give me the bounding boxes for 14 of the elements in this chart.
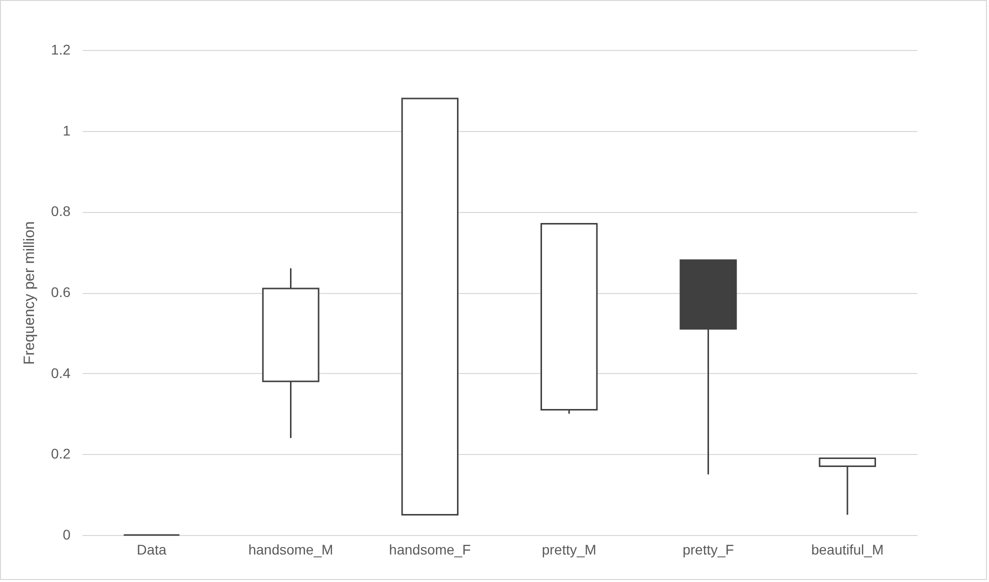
x-tick-label: Data [136,542,167,558]
y-tick-label: 1 [62,122,71,138]
x-tick-label: handsome_M [248,542,334,558]
x-tick-label: pretty_M [542,542,596,558]
y-tick-label: 0.8 [51,203,71,220]
x-tick-label: beautiful_M [811,542,884,558]
y-tick-label: 1.2 [51,42,71,58]
x-tick-label: handsome_F [389,542,471,558]
x-tick-label: pretty_F [682,542,734,558]
y-tick-label: 0.4 [51,364,71,381]
y-tick-label: 0 [62,526,71,542]
y-axis-title: Frequency per million [21,221,38,365]
y-tick-label: 0.2 [51,446,71,462]
y-tick-label: 0.6 [51,284,71,300]
